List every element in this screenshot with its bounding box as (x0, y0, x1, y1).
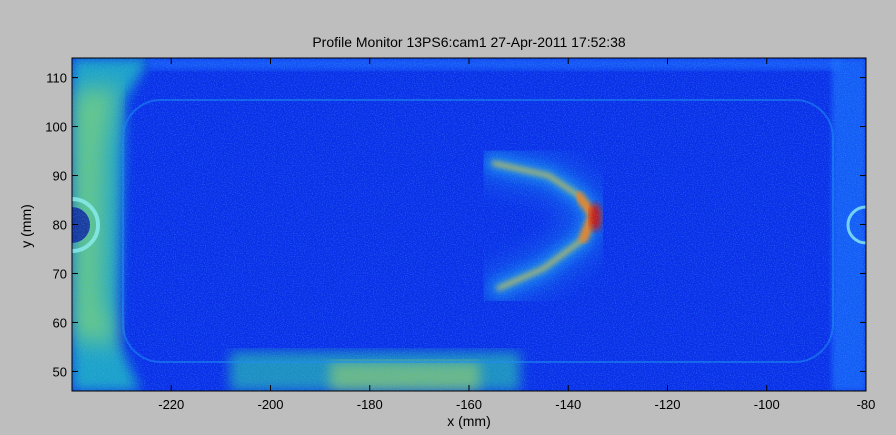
x-axis-label: x (mm) (447, 413, 491, 429)
x-tick-label: -80 (857, 397, 876, 412)
x-tick-label: -200 (257, 397, 283, 412)
x-tick-label: -220 (158, 397, 184, 412)
y-axis-label: y (mm) (18, 204, 34, 248)
y-tick-label: 80 (53, 218, 67, 233)
x-tick-label: -160 (456, 397, 482, 412)
y-axis: 50 60 70 80 90 100 110 (45, 71, 866, 379)
x-tick-label: -100 (754, 397, 780, 412)
x-tick-label: -180 (357, 397, 383, 412)
y-tick-label: 110 (46, 71, 67, 86)
x-axis: -220 -200 -180 -160 -140 -120 -100 -80 (158, 58, 875, 412)
y-tick-label: 90 (53, 169, 67, 184)
y-tick-label: 50 (53, 364, 67, 379)
x-tick-label: -140 (555, 397, 581, 412)
y-tick-label: 70 (53, 266, 67, 281)
x-tick-label: -120 (654, 397, 680, 412)
y-tick-label: 60 (53, 315, 67, 330)
noise-overlay (72, 58, 866, 391)
chart-title: Profile Monitor 13PS6:cam1 27-Apr-2011 1… (312, 34, 626, 50)
y-tick-label: 100 (45, 120, 67, 135)
